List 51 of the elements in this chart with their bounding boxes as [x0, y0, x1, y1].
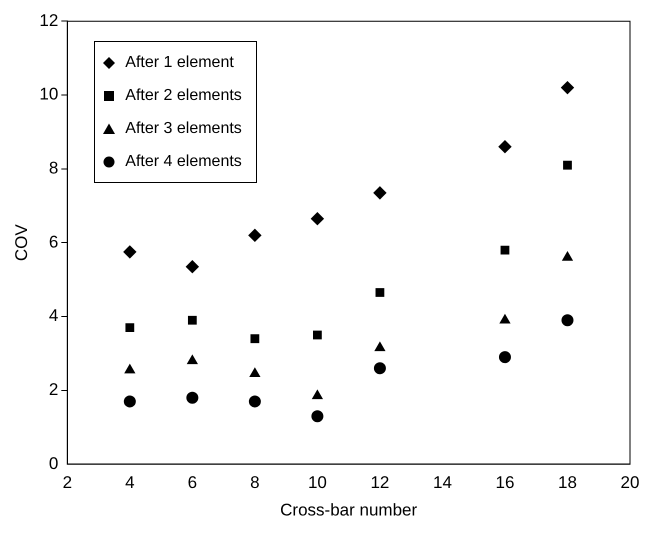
point — [374, 362, 386, 374]
y-tick-label: 12 — [39, 10, 58, 30]
point — [310, 212, 324, 226]
x-tick-label: 16 — [495, 473, 514, 492]
point — [561, 314, 574, 326]
point — [124, 395, 136, 408]
x-tick-label: 2 — [62, 473, 72, 492]
point — [312, 390, 323, 400]
point — [560, 81, 574, 94]
y-tick-label: 0 — [48, 454, 58, 473]
point — [248, 395, 261, 408]
point — [374, 342, 386, 352]
x-tick-label: 12 — [370, 473, 390, 492]
point — [563, 160, 572, 170]
point — [250, 368, 260, 378]
x-tick-label: 18 — [558, 473, 577, 492]
x-tick-label: 14 — [432, 473, 452, 492]
point — [562, 251, 573, 261]
x-tick-label: 8 — [250, 473, 260, 492]
point — [188, 316, 197, 325]
point — [498, 351, 511, 364]
legend-label: After 4 elements — [125, 152, 242, 171]
legend-label: After 3 elements — [125, 120, 242, 138]
point — [125, 323, 134, 332]
point — [376, 288, 384, 297]
point — [250, 334, 260, 344]
point — [373, 186, 386, 200]
x-tick-label: 20 — [620, 473, 640, 492]
y-tick-label: 6 — [48, 232, 58, 252]
x-tick-label: 4 — [125, 473, 135, 492]
y-tick-label: 8 — [48, 158, 58, 178]
point — [187, 354, 198, 364]
point — [500, 314, 510, 324]
point — [124, 364, 136, 374]
x-tick-label: 10 — [308, 473, 327, 492]
point — [500, 246, 510, 254]
point — [123, 245, 136, 258]
legend-label: After 2 elements — [125, 86, 242, 105]
point — [186, 392, 198, 404]
y-tick-label: 4 — [48, 306, 58, 326]
point — [248, 228, 262, 242]
point — [313, 330, 322, 340]
y-tick-label: 10 — [39, 84, 58, 104]
y-axis-title: COV — [12, 224, 31, 262]
x-tick-label: 6 — [188, 473, 198, 492]
point — [498, 140, 512, 154]
point — [311, 410, 324, 422]
y-tick-label: 2 — [48, 380, 58, 400]
x-axis-title: Cross-bar number — [280, 500, 418, 520]
legend-label: After 1 element — [125, 54, 234, 72]
point — [186, 260, 199, 274]
